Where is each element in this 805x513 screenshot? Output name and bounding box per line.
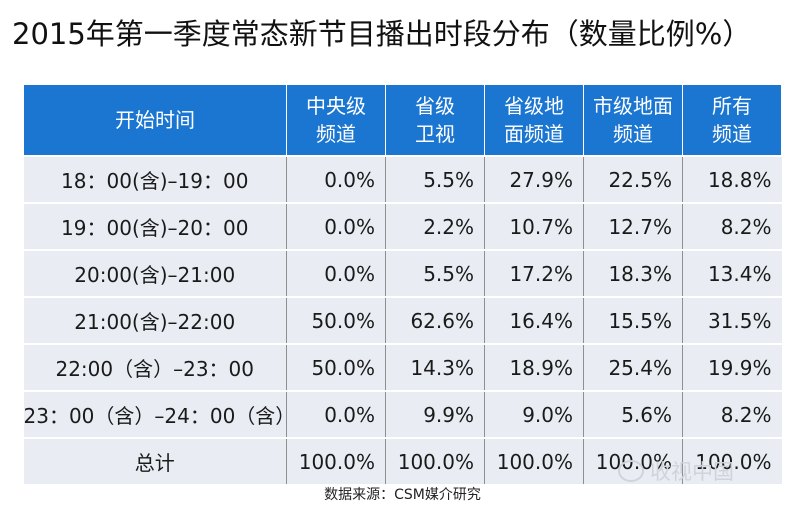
row-label: 23：00（含）–24：00（含）: [23, 390, 295, 438]
row-label: 20:00(含)–21:00: [23, 249, 287, 297]
table-cell: 0.0%: [286, 202, 386, 250]
table-cell: 15.5%: [583, 296, 683, 344]
table-cell: 25.4%: [583, 343, 683, 391]
table-cell: 16.4%: [484, 296, 584, 344]
row-label: 19：00(含)–20：00: [23, 202, 287, 250]
table-cell: 8.2%: [682, 390, 782, 438]
row-label: 22:00（含）–23：00: [23, 343, 287, 391]
header-all-channels: 所有 频道: [682, 84, 782, 157]
header-city-terrestrial: 市级地面 频道: [583, 84, 683, 157]
wechat-icon: [618, 460, 644, 482]
table-cell: 100.0%: [484, 437, 584, 484]
table-cell: 5.5%: [385, 249, 485, 297]
table-row-total: 总计 100.0% 100.0% 100.0% 100.0% 100.0%: [23, 437, 782, 484]
header-provincial-terrestrial: 省级地 面频道: [484, 84, 584, 157]
source-note: 数据来源：CSM媒介研究: [324, 487, 481, 503]
header-provincial-satellite: 省级 卫视: [385, 84, 485, 157]
header-start-time: 开始时间: [23, 84, 287, 157]
table-row: 19：00(含)–20：00 0.0% 2.2% 10.7% 12.7% 8.2…: [23, 202, 782, 250]
table-cell: 2.2%: [385, 202, 485, 250]
table-cell: 0.0%: [286, 249, 386, 297]
table-cell: 8.2%: [682, 202, 782, 250]
row-label: 21:00(含)–22:00: [23, 296, 287, 344]
table-cell: 50.0%: [286, 343, 386, 391]
table-cell: 50.0%: [286, 296, 386, 344]
table-cell: 5.5%: [385, 155, 485, 203]
table-cell: 14.3%: [385, 343, 485, 391]
table-row: 18：00(含)–19：00 0.0% 5.5% 27.9% 22.5% 18.…: [23, 155, 782, 203]
table-cell: 12.7%: [583, 202, 683, 250]
table-row: 21:00(含)–22:00 50.0% 62.6% 16.4% 15.5% 3…: [23, 296, 782, 344]
table-cell: 62.6%: [385, 296, 485, 344]
watermark: 收视中国: [618, 456, 734, 486]
table-row: 22:00（含）–23：00 50.0% 14.3% 18.9% 25.4% 1…: [23, 343, 782, 391]
table-cell: 27.9%: [484, 155, 584, 203]
header-central: 中央级 频道: [286, 84, 386, 157]
table-cell: 18.8%: [682, 155, 782, 203]
row-label: 总计: [23, 437, 287, 484]
table-cell: 100.0%: [682, 437, 782, 484]
row-label: 18：00(含)–19：00: [23, 155, 287, 203]
table-cell: 18.3%: [583, 249, 683, 297]
table-cell: 17.2%: [484, 249, 584, 297]
chart-title: 2015年第一季度常态新节目播出时段分布（数量比例%）: [12, 17, 752, 51]
watermark-text: 收视中国: [650, 460, 734, 484]
header-row: 开始时间 中央级 频道 省级 卫视 省级地 面频道 市级地面 频道 所有 频道: [23, 84, 782, 157]
table-cell: 13.4%: [682, 249, 782, 297]
table-cell: 19.9%: [682, 343, 782, 391]
table-cell: 0.0%: [286, 155, 386, 203]
table-row: 20:00(含)–21:00 0.0% 5.5% 17.2% 18.3% 13.…: [23, 249, 782, 297]
table-cell: 100.0%: [286, 437, 386, 484]
table-cell: 18.9%: [484, 343, 584, 391]
table-cell: 22.5%: [583, 155, 683, 203]
table-cell: 10.7%: [484, 202, 584, 250]
table-cell: 31.5%: [682, 296, 782, 344]
data-table: 开始时间 中央级 频道 省级 卫视 省级地 面频道 市级地面 频道 所有 频道 18：00…: [23, 84, 782, 484]
table-cell: 9.9%: [385, 390, 485, 438]
table-row: 23：00（含）–24：00（含） 0.0% 9.9% 9.0% 5.6% 8.…: [23, 390, 782, 438]
table-cell: 5.6%: [583, 390, 683, 438]
table-cell: 9.0%: [484, 390, 584, 438]
table-cell: 100.0%: [385, 437, 485, 484]
table-cell: 0.0%: [286, 390, 386, 438]
